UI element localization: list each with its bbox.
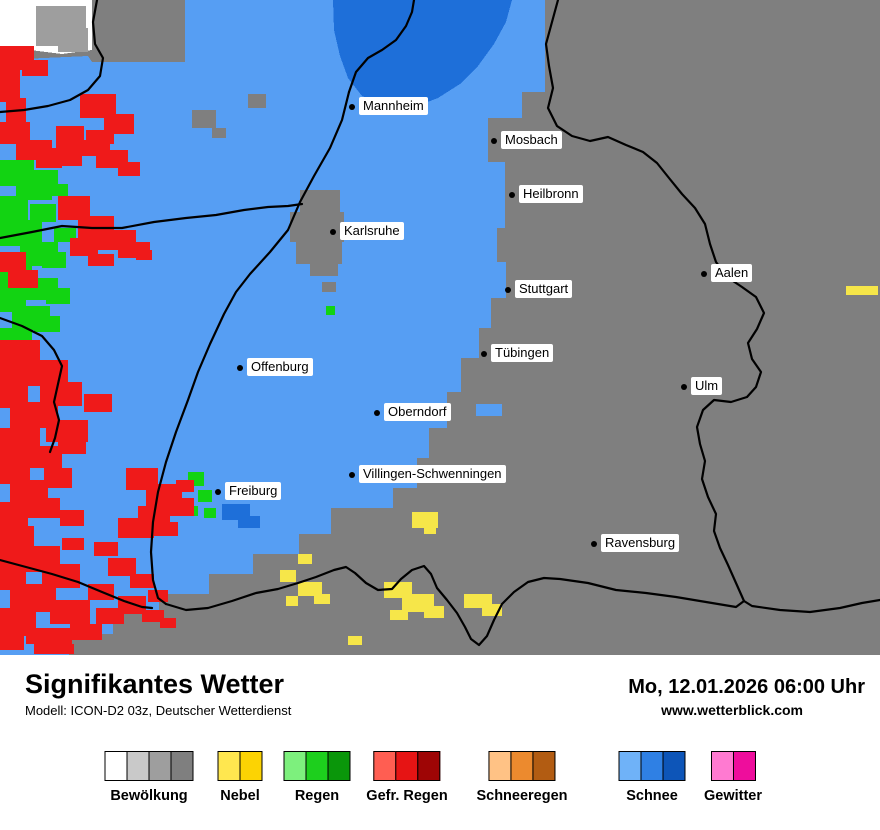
city-dot-icon bbox=[701, 271, 707, 277]
legend: Bewölkung Nebel Regen Gefr. Regen Schneerege… bbox=[0, 751, 880, 823]
city-dot-icon bbox=[330, 229, 336, 235]
legend-item: Nebel bbox=[217, 751, 263, 804]
legend-item: Schneeregen bbox=[476, 751, 568, 804]
legend-color-cell bbox=[510, 751, 534, 781]
city-dot-icon bbox=[481, 351, 487, 357]
snow-dark-region bbox=[222, 0, 512, 528]
footer: Signifikantes Wetter Mo, 12.01.2026 06:0… bbox=[0, 655, 880, 830]
city-label: Offenburg bbox=[247, 358, 313, 376]
city-label: Ravensburg bbox=[601, 534, 680, 552]
legend-swatch-strip bbox=[618, 751, 686, 781]
legend-swatch-strip bbox=[710, 751, 756, 781]
border-mannheim-north bbox=[347, 0, 416, 94]
legend-color-cell bbox=[640, 751, 664, 781]
legend-color-cell bbox=[417, 751, 441, 781]
city-dot-icon bbox=[349, 104, 355, 110]
page-title: Signifikantes Wetter bbox=[25, 669, 285, 699]
city-label: Mannheim bbox=[359, 97, 428, 115]
border-basel bbox=[0, 558, 154, 610]
legend-color-cell bbox=[104, 751, 128, 781]
website-url: www.wetterblick.com bbox=[661, 702, 803, 718]
city-markers: Mannheim Mosbach Heilbronn Karlsruhe Stuttga… bbox=[215, 97, 753, 552]
model-info: Modell: ICON-D2 03z, Deutscher Wetterdie… bbox=[25, 703, 292, 718]
legend-item: Bewölkung bbox=[104, 751, 194, 804]
forecast-datetime: Mo, 12.01.2026 06:00 Uhr bbox=[628, 676, 865, 698]
legend-label: Regen bbox=[294, 788, 340, 804]
footer-meta-row: Modell: ICON-D2 03z, Deutscher Wetterdie… bbox=[0, 700, 880, 718]
city-dot-icon bbox=[491, 138, 497, 144]
legend-color-cell bbox=[239, 751, 263, 781]
city-label: Freiburg bbox=[225, 482, 282, 500]
city-label: Tübingen bbox=[491, 344, 554, 362]
legend-color-cell bbox=[532, 751, 556, 781]
cloud-gray-specks bbox=[192, 94, 344, 292]
weather-map: Mannheim Mosbach Heilbronn Karlsruhe Stuttga… bbox=[0, 0, 880, 655]
legend-color-cell bbox=[170, 751, 194, 781]
legend-label: Gefr. Regen bbox=[366, 788, 448, 804]
legend-label: Bewölkung bbox=[110, 788, 188, 804]
legend-color-cell bbox=[327, 751, 351, 781]
city-label: Karlsruhe bbox=[340, 222, 404, 240]
city-label: Aalen bbox=[711, 264, 753, 282]
border-east-bavaria bbox=[544, 0, 766, 603]
legend-item: Regen bbox=[283, 751, 351, 804]
legend-item: Gefr. Regen bbox=[366, 751, 448, 804]
border-south-swiss bbox=[164, 564, 880, 647]
footer-title-row: Signifikantes Wetter Mo, 12.01.2026 06:0… bbox=[0, 655, 880, 700]
legend-color-cell bbox=[732, 751, 756, 781]
border-northwest bbox=[0, 0, 105, 114]
legend-color-cell bbox=[710, 751, 734, 781]
city-dot-icon bbox=[349, 472, 355, 478]
city-dot-icon bbox=[509, 192, 515, 198]
legend-swatch-strip bbox=[373, 751, 441, 781]
border-rhine bbox=[149, 90, 351, 606]
legend-label: Schneeregen bbox=[476, 788, 568, 804]
legend-swatch-strip bbox=[104, 751, 194, 781]
city-label: Stuttgart bbox=[515, 280, 573, 298]
legend-color-cell bbox=[395, 751, 419, 781]
legend-color-cell bbox=[283, 751, 307, 781]
border-france-inner bbox=[0, 316, 64, 454]
legend-color-cell bbox=[488, 751, 512, 781]
city-dot-icon bbox=[681, 384, 687, 390]
legend-label: Nebel bbox=[220, 788, 260, 804]
city-label: Ulm bbox=[691, 377, 723, 395]
city-dot-icon bbox=[591, 541, 597, 547]
legend-swatch-strip bbox=[488, 751, 556, 781]
legend-swatch-strip bbox=[217, 751, 263, 781]
city-label: Heilbronn bbox=[519, 185, 583, 203]
legend-label: Gewitter bbox=[703, 788, 763, 804]
city-label: Oberndorf bbox=[384, 403, 451, 421]
legend-color-cell bbox=[126, 751, 150, 781]
city-label: Mosbach bbox=[501, 131, 562, 149]
legend-item: Gewitter bbox=[704, 751, 762, 804]
weather-map-canvas bbox=[0, 0, 880, 655]
city-dot-icon bbox=[237, 365, 243, 371]
legend-item: Schnee bbox=[618, 751, 686, 804]
legend-color-cell bbox=[217, 751, 241, 781]
city-dot-icon bbox=[374, 410, 380, 416]
legend-color-cell bbox=[373, 751, 397, 781]
legend-swatch-strip bbox=[283, 751, 351, 781]
city-dot-icon bbox=[215, 489, 221, 495]
legend-color-cell bbox=[618, 751, 642, 781]
legend-color-cell bbox=[662, 751, 686, 781]
legend-color-cell bbox=[305, 751, 329, 781]
cloud-mid-patches bbox=[36, 6, 88, 52]
city-label: Villingen-Schwenningen bbox=[359, 465, 506, 483]
city-dot-icon bbox=[505, 287, 511, 293]
legend-color-cell bbox=[148, 751, 172, 781]
border-lines bbox=[0, 0, 880, 647]
legend-label: Schnee bbox=[626, 788, 678, 804]
border-alsace bbox=[0, 202, 304, 240]
